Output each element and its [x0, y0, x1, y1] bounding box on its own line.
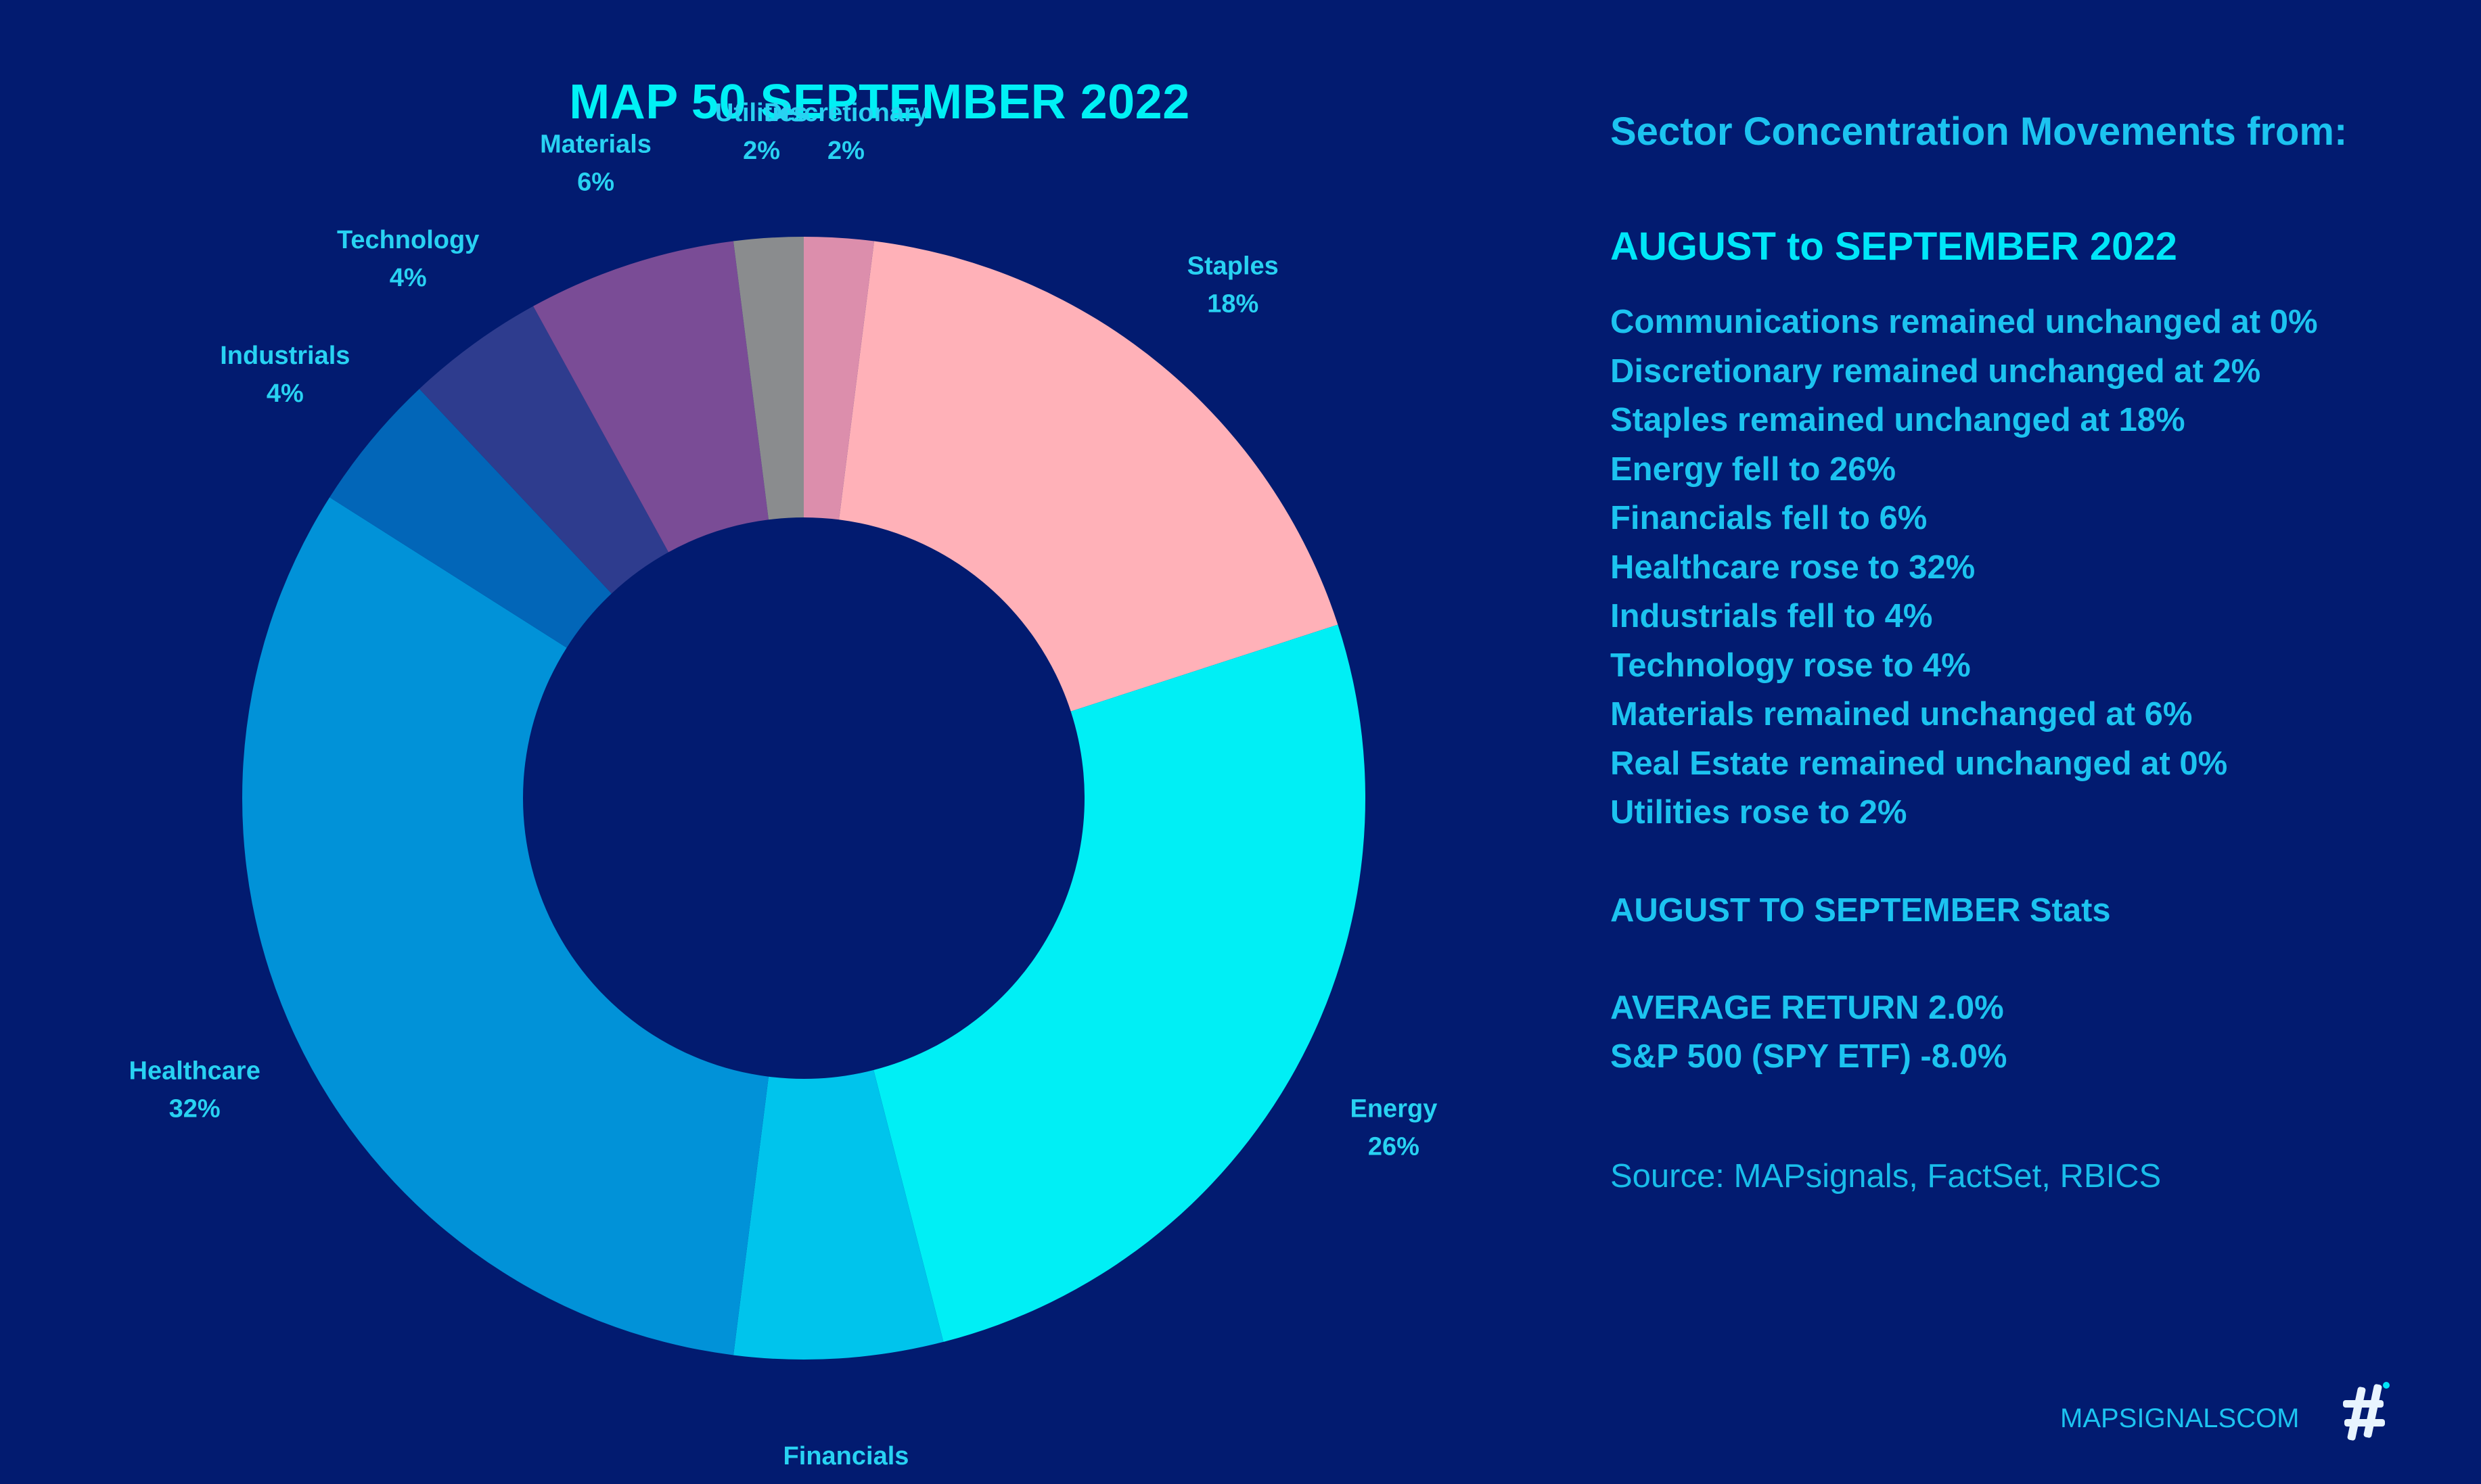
movement-item: Communications remained unchanged at 0% [1610, 304, 2318, 340]
movement-item: Financials fell to 6% [1610, 500, 1928, 536]
source-note: Source: MAPsignals, FactSet, RBICS [1610, 1157, 2162, 1195]
slice-label-discretionary: Discretionary 2% [764, 99, 928, 165]
slice-energy [873, 624, 1365, 1342]
slice-label-healthcare: Healthcare 32% [129, 1057, 260, 1123]
slice-label-financials: Financials6% [783, 1442, 909, 1484]
slice-financials [733, 1069, 944, 1360]
panel-heading: Sector Concentration Movements from: [1610, 110, 2348, 154]
slice-label-staples: Staples 18% [1187, 252, 1279, 318]
movements-panel: Sector Concentration Movements from: AUG… [1610, 108, 2449, 1195]
average-return-stat: AVERAGE RETURN 2.0% [1610, 989, 2004, 1026]
slice-discretionary [804, 237, 875, 520]
movement-item: Energy fell to 26% [1610, 450, 1896, 488]
spy-stat: S&P 500 (SPY ETF) -8.0% [1610, 1038, 2007, 1075]
stats-heading: AUGUST TO SEPTEMBER Stats [1610, 891, 2111, 929]
movement-item: Staples remained unchanged at 18% [1610, 402, 2185, 438]
donut-chart: Discretionary 2% Staples 18% Energy 26% Financ… [129, 99, 1438, 1484]
slice-staples [839, 241, 1338, 712]
slice-label-technology: Technology 4% [337, 226, 479, 292]
movement-item: Technology rose to 4% [1610, 647, 1971, 684]
movement-item: Utilities rose to 2% [1610, 794, 1907, 831]
slice-label-energy: Energy 26% [1350, 1094, 1438, 1161]
slice-healthcare [242, 497, 769, 1355]
movement-item: Materials remained unchanged at 6% [1610, 696, 2193, 733]
movements-list: Communications remained unchanged at 0% … [1610, 298, 2449, 837]
slice-technology [419, 306, 669, 594]
chart-title: MAP 50 SEPTEMBER 2022 [569, 75, 1190, 129]
slice-materials [533, 241, 769, 553]
panel-subheading: AUGUST to SEPTEMBER 2022 [1610, 225, 2177, 269]
slice-label-materials: Materials 6% [540, 131, 652, 197]
mapsignals-logo-icon [2343, 1382, 2390, 1441]
movement-item: Industrials fell to 4% [1610, 598, 1933, 634]
movement-item: Real Estate remained unchanged at 0% [1610, 745, 2228, 782]
slice-utilities [733, 237, 804, 520]
slice-industrials [329, 388, 612, 648]
movement-item: Discretionary remained unchanged at 2% [1610, 352, 2261, 390]
slice-label-industrials: Industrials 4% [220, 342, 350, 408]
movement-item: Healthcare rose to 32% [1610, 549, 1976, 586]
slice-label-utilities: Utilities 2% [715, 99, 808, 165]
brand-name: MAPSIGNALSCOM [2060, 1404, 2300, 1433]
